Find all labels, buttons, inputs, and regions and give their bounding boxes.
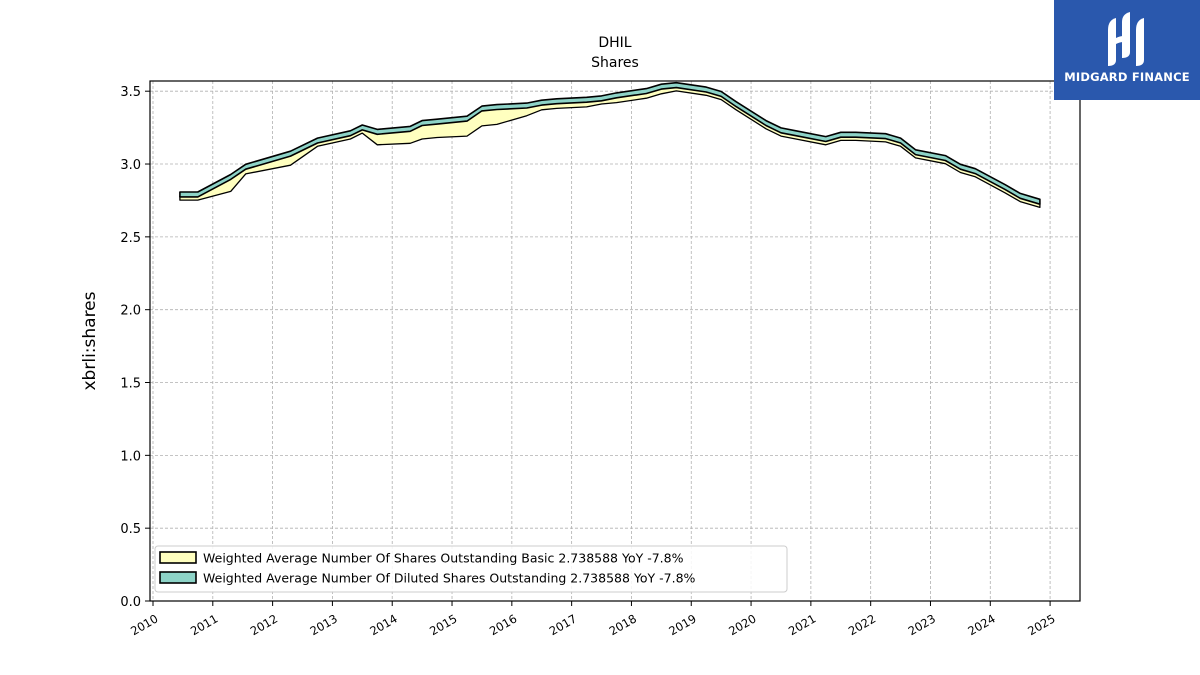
legend-box <box>154 545 788 593</box>
x-tick-label-2: 2012 <box>248 611 280 638</box>
legend-label-0: Weighted Average Number Of Shares Outsta… <box>203 551 684 566</box>
y-tick-label-3: 1.5 <box>120 377 141 392</box>
x-tick-label-12: 2022 <box>846 611 878 638</box>
y-tick-label-5: 2.5 <box>120 231 141 246</box>
y-tick-label-0: 0.0 <box>120 595 141 610</box>
x-tick-label-6: 2016 <box>487 611 519 638</box>
legend: Weighted Average Number Of Shares Outsta… <box>154 545 788 593</box>
y-tick-label-6: 3.0 <box>120 158 141 173</box>
x-tick-label-4: 2014 <box>367 611 399 638</box>
x-tick-label-10: 2020 <box>726 611 758 638</box>
chart-subtitle: Shares <box>591 55 639 71</box>
series-diluted-area <box>179 81 1041 205</box>
y-axis-label: xbrli:shares <box>80 291 100 390</box>
y-tick-label-1: 0.5 <box>120 522 141 537</box>
y-tick-label-2: 1.0 <box>120 449 141 464</box>
x-tick-label-7: 2017 <box>547 611 579 638</box>
x-tick-label-14: 2024 <box>965 611 997 638</box>
x-tick-label-9: 2019 <box>666 611 698 638</box>
legend-swatch-1 <box>159 571 197 584</box>
x-tick-label-0: 2010 <box>128 611 160 638</box>
x-tick-label-8: 2018 <box>607 611 639 638</box>
y-tick-label-7: 3.5 <box>120 85 141 100</box>
y-tick-label-4: 2.0 <box>120 304 141 319</box>
x-tick-label-11: 2021 <box>786 611 818 638</box>
chart-title: DHIL <box>598 35 631 51</box>
logo-name: MIDGARD FINANCE <box>1064 70 1190 84</box>
legend-swatch-0 <box>159 551 197 564</box>
legend-label-1: Weighted Average Number Of Diluted Share… <box>203 571 696 586</box>
x-axis-ticks: 2010 2011 2012 2013 2014 2015 2016 2017 2018 2019… <box>128 601 1058 638</box>
midgard-logo-mark-icon <box>1108 12 1144 66</box>
series-areas <box>179 81 1041 209</box>
x-tick-label-13: 2023 <box>906 611 938 638</box>
plot-frame <box>149 80 1081 602</box>
x-tick-label-5: 2015 <box>427 611 459 638</box>
midgard-finance-logo: MIDGARD FINANCE <box>1054 0 1200 100</box>
x-tick-label-15: 2025 <box>1025 611 1057 638</box>
y-axis-ticks: 0.0 0.5 1.0 1.5 2.0 2.5 3.0 3.5 <box>120 85 150 610</box>
x-tick-label-3: 2013 <box>308 611 340 638</box>
x-tick-label-1: 2011 <box>188 611 220 638</box>
